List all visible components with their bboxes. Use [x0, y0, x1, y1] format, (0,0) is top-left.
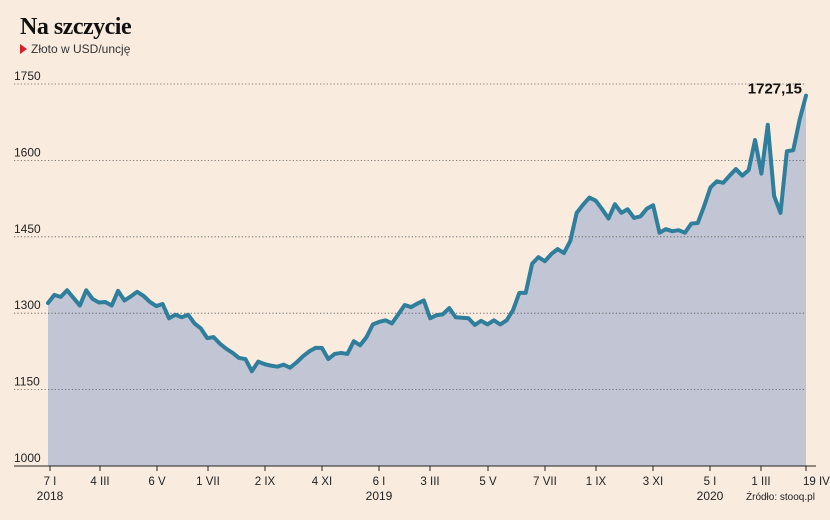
year-label: 2020 — [697, 489, 724, 503]
x-tick-label: 6 I — [373, 476, 386, 488]
x-tick-label: 3 XI — [643, 476, 663, 488]
x-tick-label: 19 IV — [803, 476, 830, 488]
x-tick-label: 1 III — [751, 476, 770, 488]
y-tick-label: 1450 — [14, 222, 41, 236]
x-tick-label: 5 I — [704, 476, 717, 488]
chart-title: Na szczycie — [20, 14, 132, 40]
x-tick-label: 4 III — [90, 476, 109, 488]
price-line — [46, 93, 808, 374]
y-tick-label: 1150 — [14, 375, 40, 389]
x-tick-label: 1 IX — [586, 476, 607, 488]
x-tick-label: 3 III — [420, 476, 439, 488]
last-value-label: 1727,15 — [748, 81, 802, 98]
x-tick-label: 2 IX — [255, 476, 276, 488]
y-tick-label: 1750 — [14, 69, 41, 83]
x-tick-label: 7 I — [44, 476, 57, 488]
x-tick-label: 4 XI — [312, 476, 332, 488]
x-tick-label: 7 VII — [533, 476, 557, 488]
triangle-marker-icon — [20, 44, 27, 54]
y-tick-label: 1600 — [14, 145, 41, 159]
y-tick-label: 1000 — [14, 451, 41, 465]
y-tick-label: 1300 — [14, 298, 41, 312]
year-label: 2018 — [37, 489, 64, 503]
year-label: 2019 — [366, 489, 393, 503]
area-fill — [48, 95, 806, 466]
source-label: Źródło: stooq.pl — [746, 490, 815, 503]
x-tick-label: 5 V — [479, 476, 497, 488]
x-tick-label: 6 V — [148, 476, 166, 488]
chart-subtitle: Złoto w USD/uncję — [20, 42, 130, 56]
x-tick-label: 1 VII — [196, 476, 220, 488]
subtitle-text: Złoto w USD/uncję — [31, 42, 131, 56]
